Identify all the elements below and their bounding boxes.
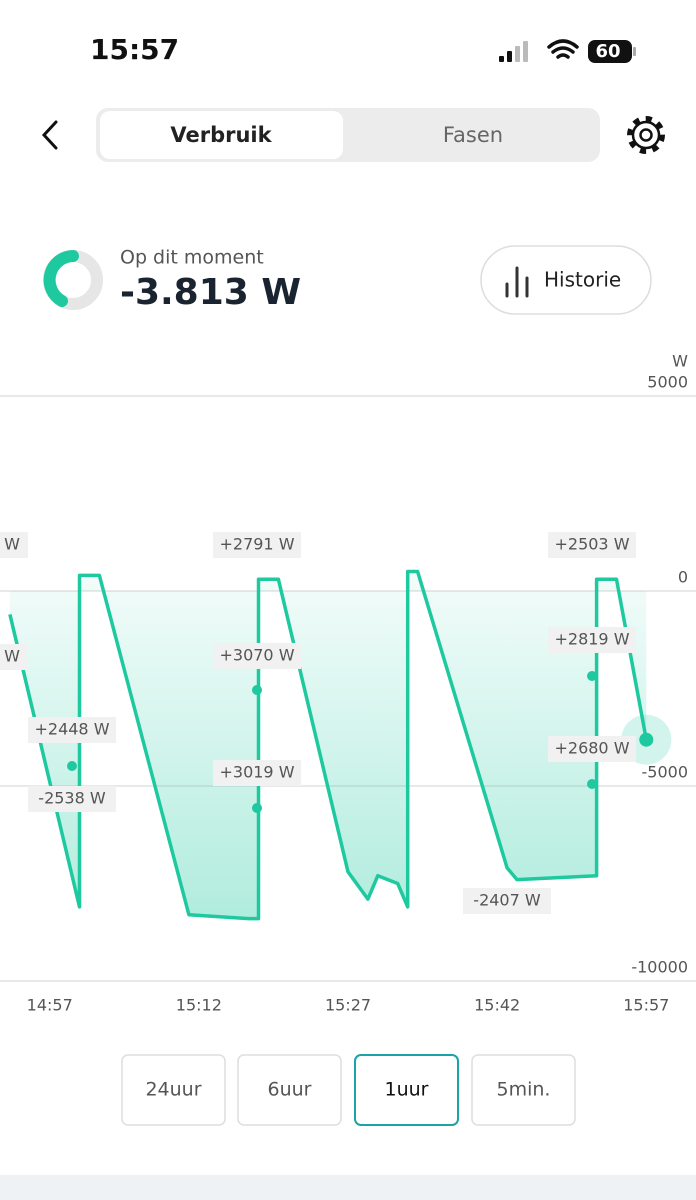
ring-arc	[43, 250, 79, 307]
range-button[interactable]	[471, 1054, 576, 1126]
y-tick-label: 5000	[647, 373, 688, 392]
settings-button[interactable]	[627, 116, 665, 154]
chart: 5000 0 -5000 -10000 14:57 15:12 15:27 15:42 15:5…	[0, 373, 696, 1015]
battery-level: 60	[595, 41, 620, 62]
annotation-box	[548, 627, 636, 653]
range-selector: 24uur 6uur 1uur 5min.	[121, 1054, 576, 1126]
annotation: +2791 W	[219, 535, 294, 554]
marker-dot	[67, 761, 77, 771]
range-label[interactable]: 1uur	[385, 1079, 429, 1101]
x-tick-label: 15:57	[623, 996, 669, 1015]
y-tick-label: 0	[678, 568, 688, 587]
range-label[interactable]: 5min.	[497, 1079, 551, 1101]
annotation-box	[0, 532, 28, 558]
annotation: W	[4, 647, 20, 666]
tab-selected[interactable]	[100, 111, 343, 159]
tab[interactable]: Verbruik	[170, 123, 272, 147]
annotation: +3070 W	[219, 646, 294, 665]
marker-dot	[252, 803, 262, 813]
x-tick-label: 15:12	[176, 996, 222, 1015]
annotation: -2538 W	[38, 789, 106, 808]
annotation-box	[213, 643, 301, 669]
annotation-box	[213, 760, 301, 786]
marker-dot	[252, 685, 262, 695]
annotation: -2407 W	[473, 891, 541, 910]
annotation: +3019 W	[219, 763, 294, 782]
current-label: Op dit moment	[120, 247, 264, 269]
signal-icon	[499, 41, 528, 62]
y-unit: W	[672, 352, 688, 371]
wifi-icon	[547, 39, 579, 59]
annotation-box	[28, 717, 116, 743]
annotation-box	[548, 736, 636, 762]
range-button[interactable]	[354, 1054, 459, 1126]
annotation-box	[0, 644, 28, 670]
range-button[interactable]	[121, 1054, 226, 1126]
back-button[interactable]	[41, 120, 58, 150]
bottom-bar	[0, 1175, 696, 1200]
annotation-box	[548, 532, 636, 558]
annotation: W	[4, 535, 20, 554]
status-time: 15:57	[90, 33, 179, 66]
history-icon	[505, 266, 529, 298]
annotation-box	[463, 888, 551, 914]
tab[interactable]: Fasen	[443, 123, 503, 147]
annotation-box	[28, 786, 116, 812]
x-tick-label: 14:57	[27, 996, 73, 1015]
marker-dot	[587, 671, 597, 681]
history-button[interactable]	[480, 245, 652, 315]
battery-icon	[588, 40, 632, 63]
y-tick-label: -5000	[642, 763, 689, 782]
area	[9, 571, 647, 919]
marker-dot	[587, 779, 597, 789]
y-tick-label: -10000	[631, 958, 688, 977]
history-label[interactable]: Historie	[544, 268, 621, 292]
annotation-box	[213, 532, 301, 558]
battery-tip	[633, 47, 636, 56]
range-button[interactable]	[237, 1054, 342, 1126]
range-label[interactable]: 6uur	[268, 1079, 312, 1101]
annotation: +2680 W	[554, 739, 629, 758]
range-label[interactable]: 24uur	[145, 1079, 201, 1101]
x-tick-label: 15:42	[474, 996, 520, 1015]
current-point	[639, 732, 654, 747]
annotation: +2819 W	[554, 630, 629, 649]
line	[8, 569, 649, 921]
x-tick-label: 15:27	[325, 996, 371, 1015]
current-value: -3.813 W	[120, 272, 301, 313]
annotation: +2503 W	[554, 535, 629, 554]
annotation: +2448 W	[34, 720, 109, 739]
